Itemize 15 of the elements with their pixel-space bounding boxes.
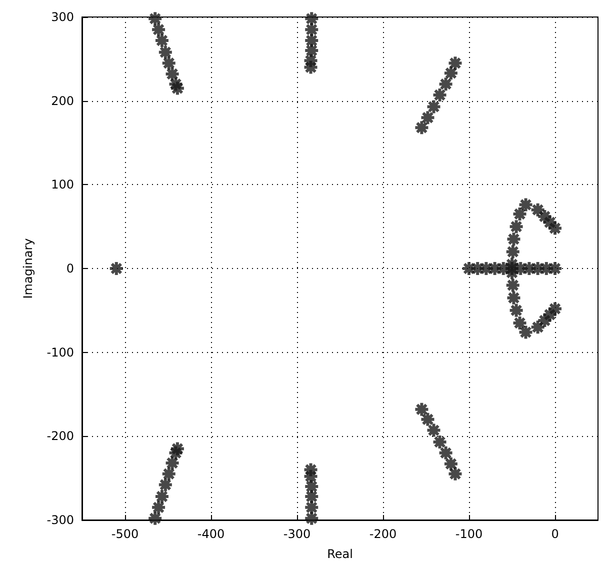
- y-tick-label: 200: [51, 94, 74, 108]
- x-axis-title: Real: [327, 547, 353, 561]
- y-tick-label: 0: [66, 262, 74, 276]
- y-axis-title: Imaginary: [21, 238, 35, 299]
- x-tick-label: -400: [197, 527, 225, 541]
- y-tick-label: -100: [46, 345, 74, 360]
- y-tick-label: -300: [46, 513, 74, 527]
- x-tick-label: -100: [455, 527, 483, 541]
- x-tick-label: 0: [551, 527, 559, 541]
- x-tick-label: -500: [111, 527, 139, 541]
- y-tick-label: 300: [51, 10, 74, 24]
- x-tick-label: -300: [283, 527, 311, 541]
- x-tick-label: -200: [369, 527, 397, 541]
- y-tick-label: -200: [46, 429, 74, 444]
- y-tick-label: 100: [51, 178, 74, 192]
